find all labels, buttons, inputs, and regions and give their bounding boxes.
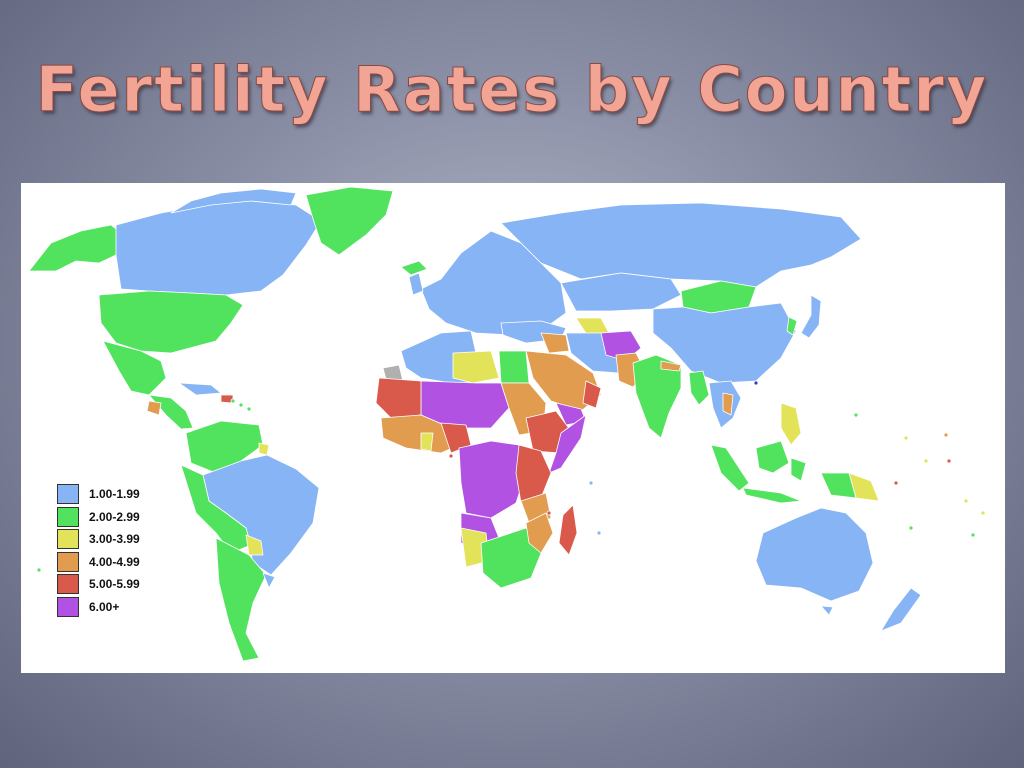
map-svg [28,186,986,662]
region-paraguay [245,534,264,556]
legend-item: 4.00-4.99 [57,551,197,575]
region-australia [755,507,874,602]
map-legend: 1.00-1.99 2.00-2.99 3.00-3.99 4.00-4.99 … [57,484,197,619]
legend-swatch [57,506,79,527]
region-guyana [258,442,270,456]
region-uruguay [262,572,276,589]
region-japan [800,294,822,339]
legend-item: 5.00-5.99 [57,574,197,597]
island-marker [943,432,949,438]
slide-title: Fertility Rates by Country [35,53,989,127]
island-marker [753,380,759,386]
region-iceland [400,260,428,276]
island-marker [980,510,986,516]
world-map: 1.00-1.99 2.00-2.99 3.00-3.99 4.00-4.99 … [21,183,1005,673]
region-europe [420,230,567,336]
island-marker [246,406,252,412]
legend-item: 2.00-2.99 [57,506,197,530]
legend-label: 2.00-2.99 [89,509,140,524]
region-usa [98,290,244,354]
region-argentina-chile [215,537,267,662]
island-marker [908,525,914,531]
region-sulawesi [790,457,807,482]
island-marker [36,567,42,573]
legend-swatch [57,574,79,594]
region-greenland [305,186,394,256]
island-marker [546,510,552,516]
island-marker [230,398,236,404]
legend-swatch [57,529,79,549]
island-marker [903,435,909,441]
region-somalia [548,414,587,474]
region-iraq [540,332,570,354]
region-yemen [555,402,587,426]
legend-label: 5.00-5.99 [89,577,140,591]
region-borneo [755,440,790,474]
legend-label: 3.00-3.99 [89,532,140,546]
region-tasmania [820,605,834,616]
legend-item: 1.00-1.99 [57,484,197,507]
region-laos-cambodia [722,392,734,416]
island-marker [893,480,899,486]
region-arctic-islands [170,188,297,214]
legend-item: 3.00-3.99 [57,529,197,552]
legend-label: 4.00-4.99 [89,554,140,569]
region-ghana [420,432,434,452]
region-myanmar [688,370,710,406]
region-alaska [28,224,122,272]
legend-swatch [57,551,79,572]
island-marker [970,532,976,538]
region-russia [500,202,862,288]
region-indonesia-west [710,444,750,492]
legend-item: 6.00+ [57,596,197,620]
island-marker [588,480,594,486]
region-kazakhstan [560,272,682,312]
region-madagascar [558,504,578,556]
island-marker [238,402,244,408]
legend-swatch [57,484,79,504]
legend-swatch [57,596,79,617]
region-nepal [660,360,682,372]
island-marker [963,498,969,504]
region-egypt [498,350,530,384]
region-new-zealand [880,587,922,632]
region-new-guinea-west [820,472,857,499]
region-mozambique [525,512,554,554]
region-colombia-venezuela [185,420,264,474]
region-cuba [178,382,222,396]
region-china [652,302,797,384]
island-marker [853,412,859,418]
region-uk [408,272,424,296]
region-oman [582,380,602,409]
island-marker [448,453,454,459]
legend-label: 1.00-1.99 [89,487,140,501]
region-drc [458,440,527,519]
region-guatemala [146,400,162,416]
legend-label: 6.00+ [89,599,120,614]
region-libya [452,350,500,384]
region-mauritania-mali [375,377,422,419]
region-indonesia-java [742,487,802,504]
region-philippines [780,402,802,446]
island-marker [923,458,929,464]
island-marker [946,458,952,464]
region-mexico [102,340,167,396]
region-india [632,354,682,439]
region-korea [786,316,798,336]
region-canada [115,200,322,296]
island-marker [596,530,602,536]
